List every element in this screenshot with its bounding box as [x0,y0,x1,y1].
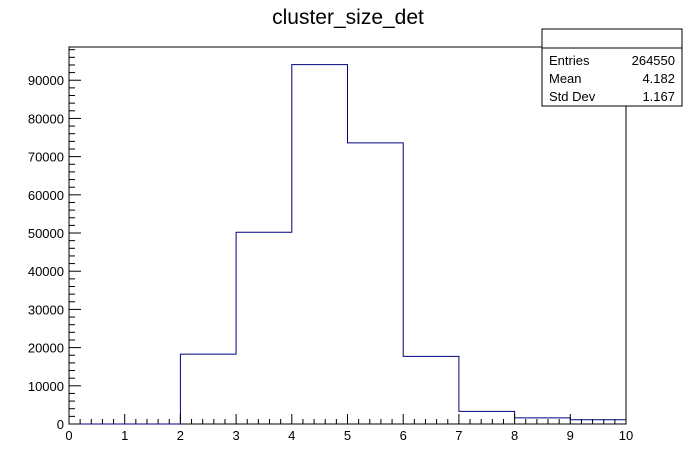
stats-mean-value: 4.182 [642,71,675,86]
x-tick-label: 9 [567,428,574,443]
histogram-bin-8-9 [515,418,571,424]
histogram-bin-3-4 [236,232,292,424]
y-tick-label: 10000 [28,379,64,394]
stats-stddev-label: Std Dev [549,89,596,104]
histogram-outline [69,64,626,425]
y-tick-label: 30000 [28,302,64,317]
x-tick-label: 10 [619,428,633,443]
x-tick-label: 2 [177,428,184,443]
x-tick-label: 6 [400,428,407,443]
y-tick-label: 0 [57,417,64,432]
x-tick-label: 5 [344,428,351,443]
y-tick-label: 60000 [28,188,64,203]
stats-entries-label: Entries [549,53,590,68]
stats-mean-label: Mean [549,71,582,86]
stats-stddev-value: 1.167 [642,89,675,104]
histogram-bin-6-7 [403,356,459,424]
x-tick-label: 3 [232,428,239,443]
x-tick-label: 4 [288,428,295,443]
histogram-bin-5-6 [348,143,404,424]
stats-entries-value: 264550 [632,53,675,68]
chart-title: cluster_size_det [272,6,424,29]
x-tick-label: 7 [455,428,462,443]
histogram-bin-9-10 [570,420,626,424]
x-tick-label: 1 [121,428,128,443]
x-tick-label: 0 [65,428,72,443]
x-tick-label: 8 [511,428,518,443]
stats-box-frame [541,28,683,107]
histogram-bin-7-8 [459,411,515,424]
y-tick-label: 90000 [28,73,64,88]
y-tick-label: 50000 [28,226,64,241]
y-tick-label: 20000 [28,341,64,356]
y-tick-label: 80000 [28,111,64,126]
y-tick-label: 70000 [28,150,64,165]
stats-box: Entries 264550 Mean 4.182 Std Dev 1.167 [541,28,683,107]
histogram-bin-4-5 [292,65,348,424]
histogram-bin-2-3 [180,354,236,424]
y-tick-label: 40000 [28,264,64,279]
